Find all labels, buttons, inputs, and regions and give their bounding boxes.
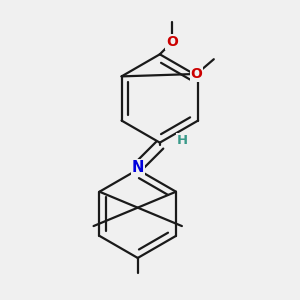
Text: O: O xyxy=(191,67,203,81)
Text: O: O xyxy=(166,35,178,49)
Text: H: H xyxy=(176,134,188,147)
Text: N: N xyxy=(131,160,144,175)
